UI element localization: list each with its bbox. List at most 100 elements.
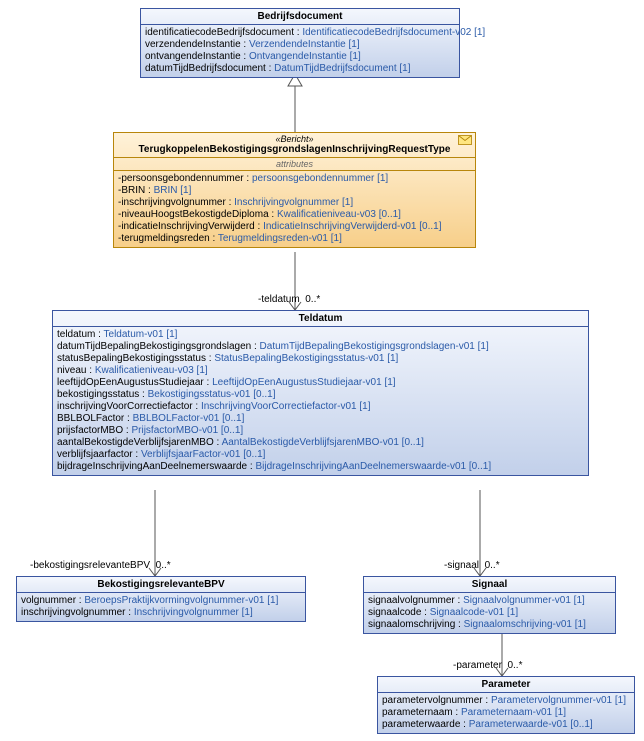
attr-mult: [1] bbox=[374, 173, 388, 184]
attr-type: Signaalvolgnummer-v01 bbox=[463, 595, 571, 606]
attr-type: OntvangendeInstantie bbox=[249, 51, 347, 62]
attr-type: Inschrijvingvolgnummer bbox=[234, 197, 339, 208]
attr-row: signaalcode : Signaalcode-v01 [1] bbox=[368, 607, 611, 619]
attr-mult: [1] bbox=[612, 695, 626, 706]
attr-name: -terugmeldingsreden bbox=[118, 233, 210, 244]
attr-name: BBLBOLFactor bbox=[57, 413, 124, 424]
attr-name: -inschrijvingvolgnummer bbox=[118, 197, 226, 208]
attr-row: teldatum : Teldatum-v01 [1] bbox=[57, 329, 584, 341]
attr-name: statusBepalingBekostigingsstatus bbox=[57, 353, 206, 364]
attr-type: DatumTijdBepalingBekostigingsgrondslagen… bbox=[260, 341, 475, 352]
class-title: Bedrijfsdocument bbox=[141, 9, 459, 25]
attr-type: LeeftijdOpEenAugustusStudiejaar-v01 bbox=[212, 377, 382, 388]
attr-row: verblijfsjaarfactor : VerblijfsjaarFacto… bbox=[57, 449, 584, 461]
attr-name: inschrijvingvolgnummer bbox=[21, 607, 125, 618]
attr-row: ontvangendeInstantie : OntvangendeInstan… bbox=[145, 51, 455, 63]
attr-type: BeroepsPraktijkvormingvolgnummer-v01 bbox=[84, 595, 264, 606]
attr-mult: [1] bbox=[357, 401, 371, 412]
attr-name: -BRIN bbox=[118, 185, 145, 196]
attr-mult: [1] bbox=[384, 353, 398, 364]
attr-mult: [0..1] bbox=[219, 413, 244, 424]
assoc-mult: 0..* bbox=[507, 660, 522, 671]
attr-row: datumTijdBedrijfsdocument : DatumTijdBed… bbox=[145, 63, 455, 75]
attr-type: StatusBepalingBekostigingsstatus-v01 bbox=[214, 353, 384, 364]
attr-type: BBLBOLFactor-v01 bbox=[133, 413, 220, 424]
attr-name: inschrijvingVoorCorrectiefactor bbox=[57, 401, 193, 412]
attr-mult: [1] bbox=[164, 329, 178, 340]
attr-mult: [1] bbox=[572, 619, 586, 630]
attr-mult: [0..1] bbox=[399, 437, 424, 448]
attr-type: VerblijfsjaarFactor-v01 bbox=[141, 449, 240, 460]
attr-type: Kwalificatieniveau-v03 bbox=[277, 209, 376, 220]
attr-mult: [1] bbox=[552, 707, 566, 718]
assoc-label-parameter: -parameter 0..* bbox=[453, 660, 522, 671]
assoc-label-signaal: -signaal 0..* bbox=[444, 560, 500, 571]
attr-type: BRIN bbox=[154, 185, 178, 196]
attr-mult: [0..1] bbox=[218, 425, 243, 436]
attr-name: signaalcode bbox=[368, 607, 421, 618]
attr-name: leeftijdOpEenAugustusStudiejaar bbox=[57, 377, 204, 388]
attr-mult: [0..1] bbox=[466, 461, 491, 472]
class-attrs: parametervolgnummer : Parametervolgnumme… bbox=[378, 693, 634, 733]
class-teldatum: Teldatum teldatum : Teldatum-v01 [1]datu… bbox=[52, 310, 589, 476]
attr-row: -inschrijvingvolgnummer : Inschrijvingvo… bbox=[118, 197, 471, 209]
class-attrs: signaalvolgnummer : Signaalvolgnummer-v0… bbox=[364, 593, 615, 633]
attr-mult: [1] bbox=[382, 377, 396, 388]
attr-mult: [1] bbox=[328, 233, 342, 244]
attributes-subheader: attributes bbox=[114, 158, 475, 171]
attr-name: -persoonsgebondennummer bbox=[118, 173, 244, 184]
attr-row: bijdrageInschrijvingAanDeelnemerswaarde … bbox=[57, 461, 584, 473]
attr-name: prijsfactorMBO bbox=[57, 425, 123, 436]
attr-type: Parameterwaarde-v01 bbox=[469, 719, 568, 730]
attr-row: datumTijdBepalingBekostigingsgrondslagen… bbox=[57, 341, 584, 353]
assoc-name: -parameter bbox=[453, 660, 502, 671]
attr-mult: [1] bbox=[504, 607, 518, 618]
attr-mult: [0..1] bbox=[568, 719, 593, 730]
class-title: Parameter bbox=[378, 677, 634, 693]
class-parameter: Parameter parametervolgnummer : Paramete… bbox=[377, 676, 635, 734]
class-attrs: -persoonsgebondennummer : persoonsgebond… bbox=[114, 171, 475, 247]
attr-name: parameterwaarde bbox=[382, 719, 460, 730]
attr-name: datumTijdBepalingBekostigingsgrondslagen bbox=[57, 341, 251, 352]
assoc-mult: 0..* bbox=[305, 294, 320, 305]
attr-mult: [0..1] bbox=[376, 209, 401, 220]
attr-type: Bekostigingsstatus-v01 bbox=[148, 389, 251, 400]
class-signaal: Signaal signaalvolgnummer : Signaalvolgn… bbox=[363, 576, 616, 634]
attr-row: signaalvolgnummer : Signaalvolgnummer-v0… bbox=[368, 595, 611, 607]
attr-type: Inschrijvingvolgnummer bbox=[134, 607, 239, 618]
attr-name: -niveauHoogstBekostigdeDiploma bbox=[118, 209, 269, 220]
class-bedrijfsdocument: Bedrijfsdocument identificatiecodeBedrij… bbox=[140, 8, 460, 78]
assoc-name: -signaal bbox=[444, 560, 479, 571]
attr-type: persoonsgebondennummer bbox=[252, 173, 374, 184]
attr-type: IdentificatiecodeBedrijfsdocument-v02 bbox=[302, 27, 471, 38]
attr-row: identificatiecodeBedrijfsdocument : Iden… bbox=[145, 27, 455, 39]
class-title: BekostigingsrelevanteBPV bbox=[17, 577, 305, 593]
attr-name: teldatum bbox=[57, 329, 95, 340]
attr-row: inschrijvingVoorCorrectiefactor : Inschr… bbox=[57, 401, 584, 413]
attr-mult: [0..1] bbox=[250, 389, 275, 400]
assoc-mult: 0..* bbox=[156, 560, 171, 571]
attr-row: parameterwaarde : Parameterwaarde-v01 [0… bbox=[382, 719, 630, 731]
attr-mult: [1] bbox=[571, 595, 585, 606]
attr-row: aantalBekostigdeVerblijfsjarenMBO : Aant… bbox=[57, 437, 584, 449]
attr-row: -indicatieInschrijvingVerwijderd : Indic… bbox=[118, 221, 471, 233]
attr-type: Kwalificatieniveau-v03 bbox=[95, 365, 194, 376]
attr-mult: [0..1] bbox=[240, 449, 265, 460]
attr-mult: [0..1] bbox=[417, 221, 442, 232]
assoc-label-teldatum: -teldatum 0..* bbox=[258, 294, 320, 305]
assoc-name: -teldatum bbox=[258, 294, 300, 305]
assoc-name: -bekostigingsrelevanteBPV bbox=[30, 560, 150, 571]
attr-row: leeftijdOpEenAugustusStudiejaar : Leefti… bbox=[57, 377, 584, 389]
attr-name: bijdrageInschrijvingAanDeelnemerswaarde bbox=[57, 461, 247, 472]
attr-mult: [1] bbox=[347, 51, 361, 62]
attr-type: InschrijvingVoorCorrectiefactor-v01 bbox=[201, 401, 357, 412]
class-attrs: teldatum : Teldatum-v01 [1]datumTijdBepa… bbox=[53, 327, 588, 475]
attr-row: -BRIN : BRIN [1] bbox=[118, 185, 471, 197]
attr-mult: [1] bbox=[471, 27, 485, 38]
attr-row: BBLBOLFactor : BBLBOLFactor-v01 [0..1] bbox=[57, 413, 584, 425]
attr-row: inschrijvingvolgnummer : Inschrijvingvol… bbox=[21, 607, 301, 619]
attr-row: -persoonsgebondennummer : persoonsgebond… bbox=[118, 173, 471, 185]
class-title: TerugkoppelenBekostigingsgrondslagenInsc… bbox=[114, 144, 475, 157]
class-attrs: volgnummer : BeroepsPraktijkvormingvolgn… bbox=[17, 593, 305, 621]
attr-mult: [1] bbox=[194, 365, 208, 376]
